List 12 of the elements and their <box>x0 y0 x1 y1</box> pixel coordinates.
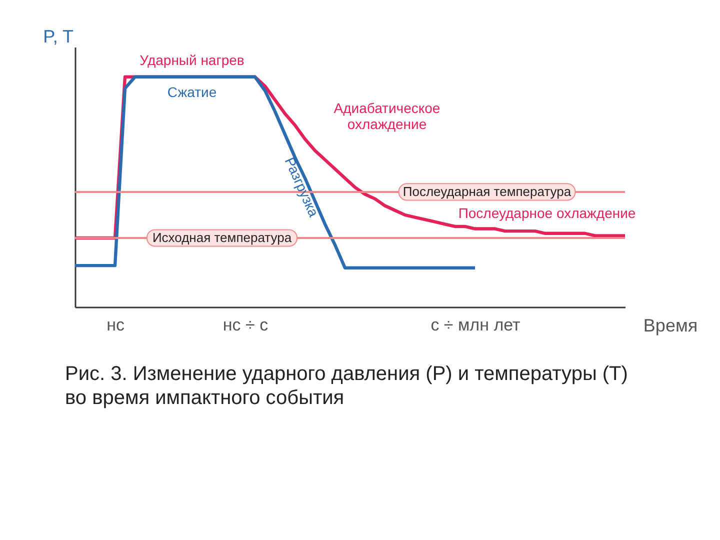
text: Ударный нагрев <box>140 52 244 68</box>
x-tick-label: с ÷ млн лет <box>430 316 521 334</box>
x-axis-title: Время <box>643 316 698 336</box>
ref-line-label: Послеударная температура <box>402 184 572 199</box>
ref-line-label: Исходная температура <box>152 230 292 245</box>
annotation: Послеударное охлаждение <box>458 204 636 221</box>
x-tick-label: нс ÷ с <box>222 316 269 334</box>
y-axis-title: P, T <box>43 26 74 46</box>
annotation: Сжатие <box>167 84 217 100</box>
x-tick-label: нс <box>106 316 125 334</box>
text: Рис. 3. Изменение ударного давления (P) и температуры (T) во время импактного события <box>65 362 629 410</box>
annotation: Адиабатическое охлаждение <box>334 100 440 132</box>
